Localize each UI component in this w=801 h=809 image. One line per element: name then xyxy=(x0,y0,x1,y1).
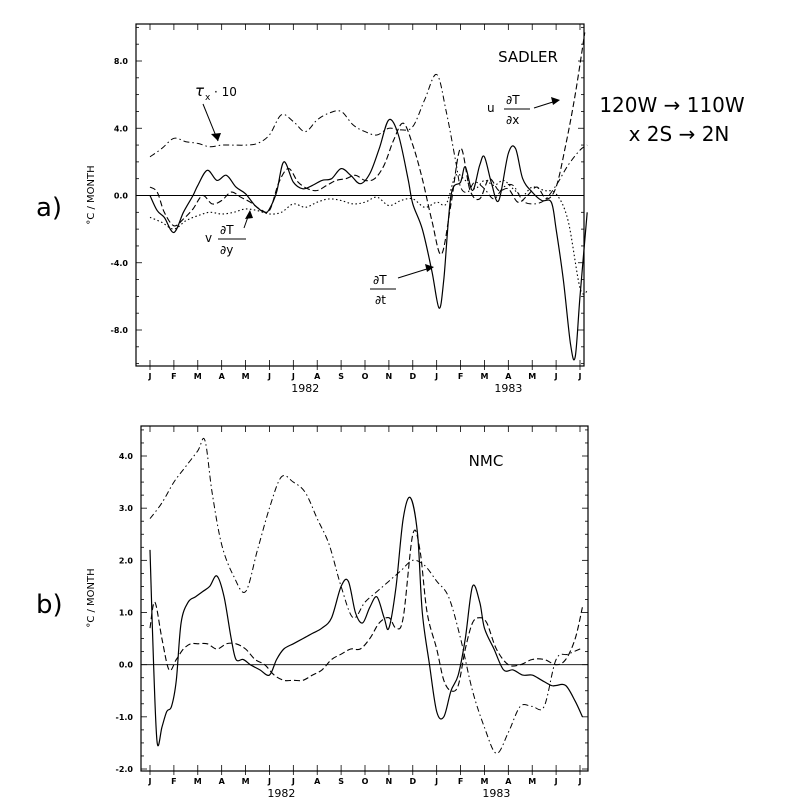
panel-a-y-ticks: -8.0 -4.0 0.0 4.0 8.0 xyxy=(111,26,584,365)
panel-a-x-tick-label: M xyxy=(194,372,202,381)
panel-b-x-tick-label: M xyxy=(242,777,250,786)
panel-a-y-tick-label: 8.0 xyxy=(114,57,129,66)
svg-text:∂T: ∂T xyxy=(506,93,520,107)
svg-text:∂x: ∂x xyxy=(506,113,519,127)
panel-a-x-tick-label: D xyxy=(409,372,416,381)
svg-text:∂t: ∂t xyxy=(375,293,386,307)
panel-b-title: NMC xyxy=(469,452,504,470)
svg-text:∂y: ∂y xyxy=(220,243,233,257)
panel-b-x-tick-label: J xyxy=(434,777,438,786)
panel-b-x-tick-label: M xyxy=(480,777,488,786)
panel-b-x-tick-label: N xyxy=(386,777,393,786)
panel-a-x-tick-label: M xyxy=(242,372,250,381)
panel-b-series-solid-line xyxy=(149,496,583,747)
panel-b-y-tick-label: 0.0 xyxy=(119,661,134,670)
panel-b-y-tick-label: 1.0 xyxy=(119,609,134,618)
panel-b-x-tick-label: J xyxy=(267,777,271,786)
svg-text:v: v xyxy=(205,231,212,245)
panel-a-y-tick-label: -4.0 xyxy=(111,259,129,268)
panel-a-x-tick-label: J xyxy=(578,372,582,381)
panel-b-y-axis-label: °C / MONTH xyxy=(86,568,97,627)
panel-b-x-tick-label: D xyxy=(409,777,416,786)
panel-a-label: a) xyxy=(36,193,62,223)
panel-a-x-tick-label: A xyxy=(219,372,226,381)
panel-b-year-label: 1983 xyxy=(482,787,510,800)
panel-b-x-tick-label: A xyxy=(219,777,226,786)
panel-b-series xyxy=(149,437,583,754)
panel-a: -8.0-4.00.04.08.0 J F M A M J J A S O N D J F M A M J J198… xyxy=(36,23,588,395)
panel-b-x-tick-label: F xyxy=(171,777,176,786)
svg-text:τ: τ xyxy=(195,82,205,100)
panel-b-x-tick-label: O xyxy=(362,777,369,786)
panel-a-title: SADLER xyxy=(498,48,558,66)
panel-b-x-tick-label: J xyxy=(148,777,152,786)
annotation-v-dtdy: v ∂T ∂y xyxy=(205,210,253,257)
panel-a-y-axis-label: °C / MONTH xyxy=(86,165,97,224)
panel-a-x-tick-label: J xyxy=(148,372,152,381)
panel-a-year-label: 1983 xyxy=(494,382,522,395)
panel-a-frame xyxy=(135,23,585,367)
panel-a-x-tick-label: M xyxy=(528,372,536,381)
panel-a-x-tick-label: F xyxy=(171,372,176,381)
panel-b-x-tick-label: M xyxy=(194,777,202,786)
annotation-tau-x: τ x · 10 xyxy=(195,82,237,142)
panel-a-x-tick-label: M xyxy=(480,372,488,381)
panel-a-series-dot-line xyxy=(149,173,588,295)
panel-a-series-dashdot-line xyxy=(149,73,588,205)
panel-b-y-tick-label: 3.0 xyxy=(119,504,134,513)
svg-text:x: x xyxy=(205,93,211,103)
svg-text:∂T: ∂T xyxy=(373,273,387,287)
panel-b-y-tick-label: -2.0 xyxy=(116,765,134,774)
panel-a-series-solid-line xyxy=(149,118,588,361)
panel-a-year-label: 1982 xyxy=(291,382,319,395)
panel-b-x-tick-label: M xyxy=(528,777,536,786)
panel-a-y-tick-label: -8.0 xyxy=(111,326,129,335)
panel-b-year-label: 1982 xyxy=(267,787,295,800)
panel-b-label: b) xyxy=(36,590,63,620)
panel-b-x-tick-label: J xyxy=(578,777,582,786)
panel-a-series xyxy=(149,32,588,361)
region-label-line1: 120W → 110W xyxy=(599,93,745,117)
panel-b-y-tick-label: 4.0 xyxy=(119,452,134,461)
panel-a-x-tick-label: J xyxy=(434,372,438,381)
svg-text:∂T: ∂T xyxy=(220,223,234,237)
panel-a-x-tick-label: J xyxy=(291,372,295,381)
panel-a-x-tick-label: J xyxy=(554,372,558,381)
svg-text:u: u xyxy=(487,101,495,115)
annotation-dtdt: ∂T ∂t xyxy=(370,264,434,307)
panel-b-frame xyxy=(140,425,589,772)
panel-b-x-tick-label: A xyxy=(505,777,512,786)
region-label-line2: x 2S → 2N xyxy=(629,122,730,146)
panel-b: -2.0 -1.0 0.0 1.0 2.0 3.0 4.0 J F M A M J J A S O N D J F M A… xyxy=(36,425,589,800)
panel-b-series-dash-line xyxy=(149,529,583,692)
panel-b-x-tick-label: S xyxy=(338,777,344,786)
panel-a-x-tick-label: J xyxy=(267,372,271,381)
panel-a-x-tick-label: F xyxy=(458,372,463,381)
panel-b-x-tick-label: F xyxy=(458,777,463,786)
panel-a-x-tick-label: S xyxy=(338,372,344,381)
panel-a-x-tick-label: O xyxy=(362,372,369,381)
panel-b-x-tick-label: J xyxy=(554,777,558,786)
panel-b-series-dashdot-line xyxy=(149,437,583,754)
panel-b-x-tick-label: A xyxy=(314,777,321,786)
svg-text:· 10: · 10 xyxy=(214,85,237,99)
panel-a-x-tick-label: A xyxy=(314,372,321,381)
panel-b-y-tick-label: 2.0 xyxy=(119,556,134,565)
panel-a-y-tick-label: 4.0 xyxy=(114,124,129,133)
panel-a-x-tick-label: N xyxy=(386,372,393,381)
panel-a-x-tick-label: A xyxy=(505,372,512,381)
annotation-u-dtdx: u ∂T ∂x xyxy=(487,93,560,127)
panel-b-y-ticks: -2.0 -1.0 0.0 1.0 2.0 3.0 4.0 xyxy=(116,429,588,774)
panel-a-y-tick-label: 0.0 xyxy=(114,192,129,201)
panel-b-y-tick-label: -1.0 xyxy=(116,713,134,722)
panel-a-series-dash-line xyxy=(149,32,586,255)
panel-b-x-tick-label: J xyxy=(291,777,295,786)
